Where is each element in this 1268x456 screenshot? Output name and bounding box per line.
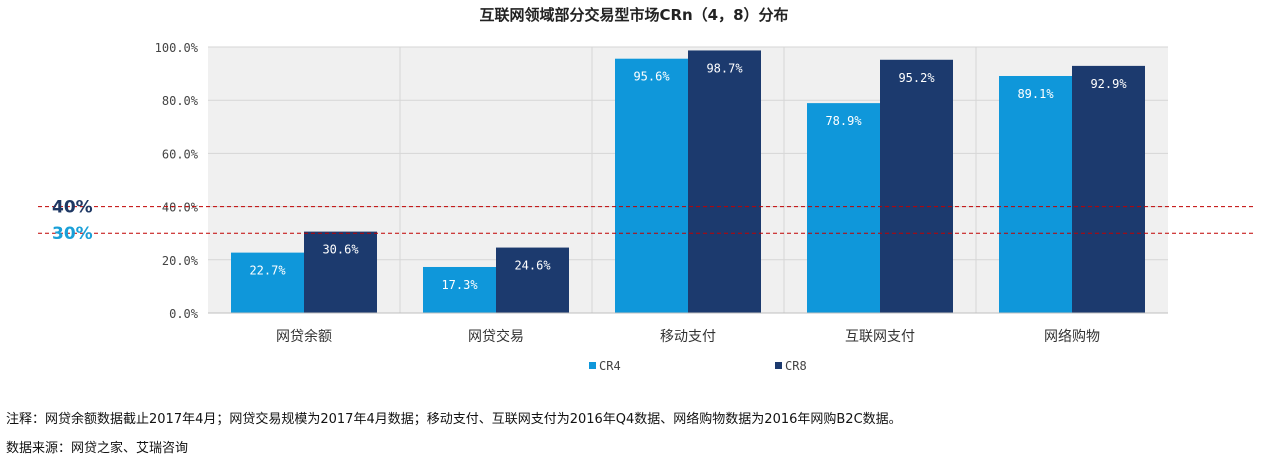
bar-chart: 互联网领域部分交易型市场CRn（4，8）分布 0.0% 20.0% 40.0% 60.0… [38, 6, 1256, 373]
bar-cr4 [999, 75, 1072, 313]
data-label: 98.7% [706, 61, 743, 75]
chart-note: 注释：网贷余额数据截止2017年4月；网贷交易规模为2017年4月数据；移动支付… [6, 412, 902, 427]
x-tick-label: 网贷余额 [276, 328, 332, 345]
data-label: 92.9% [1090, 77, 1127, 91]
y-tick-label: 40.0% [162, 201, 199, 215]
bar-cr8 [304, 231, 377, 313]
legend-label: CR4 [599, 359, 621, 373]
bar-cr8 [496, 247, 569, 313]
data-label: 24.6% [514, 259, 551, 273]
x-tick-label: 网贷交易 [468, 328, 524, 345]
y-tick-label: 80.0% [162, 94, 199, 108]
data-label: 22.7% [249, 264, 286, 278]
bar-cr8 [1072, 65, 1145, 313]
y-tick-label: 0.0% [169, 307, 199, 321]
reference-label: 40% [52, 198, 93, 218]
x-tick-label: 互联网支付 [845, 329, 915, 345]
bar-cr8 [688, 50, 761, 313]
x-tick-label: 网络购物 [1044, 329, 1100, 345]
bar-cr4 [231, 252, 304, 313]
bar-cr8 [880, 59, 953, 313]
data-label: 17.3% [441, 278, 478, 292]
legend-label: CR8 [785, 359, 807, 373]
x-tick-label: 移动支付 [660, 329, 716, 345]
data-label: 95.6% [633, 70, 670, 84]
legend-swatch [775, 362, 782, 369]
y-tick-label: 100.0% [155, 41, 199, 55]
bar-cr4 [807, 103, 880, 313]
y-tick-label: 20.0% [162, 254, 199, 268]
data-label: 78.9% [825, 114, 862, 128]
data-source: 数据来源：网贷之家、艾瑞咨询 [6, 441, 189, 456]
data-label: 30.6% [322, 243, 359, 257]
bar-cr4 [615, 58, 688, 314]
bar-cr4 [423, 266, 496, 313]
legend-swatch [589, 362, 596, 369]
data-label: 95.2% [898, 71, 935, 85]
chart-title: 互联网领域部分交易型市场CRn（4，8）分布 [479, 6, 788, 24]
y-tick-label: 60.0% [162, 147, 199, 161]
reference-label: 30% [52, 224, 93, 244]
data-label: 89.1% [1017, 87, 1054, 101]
